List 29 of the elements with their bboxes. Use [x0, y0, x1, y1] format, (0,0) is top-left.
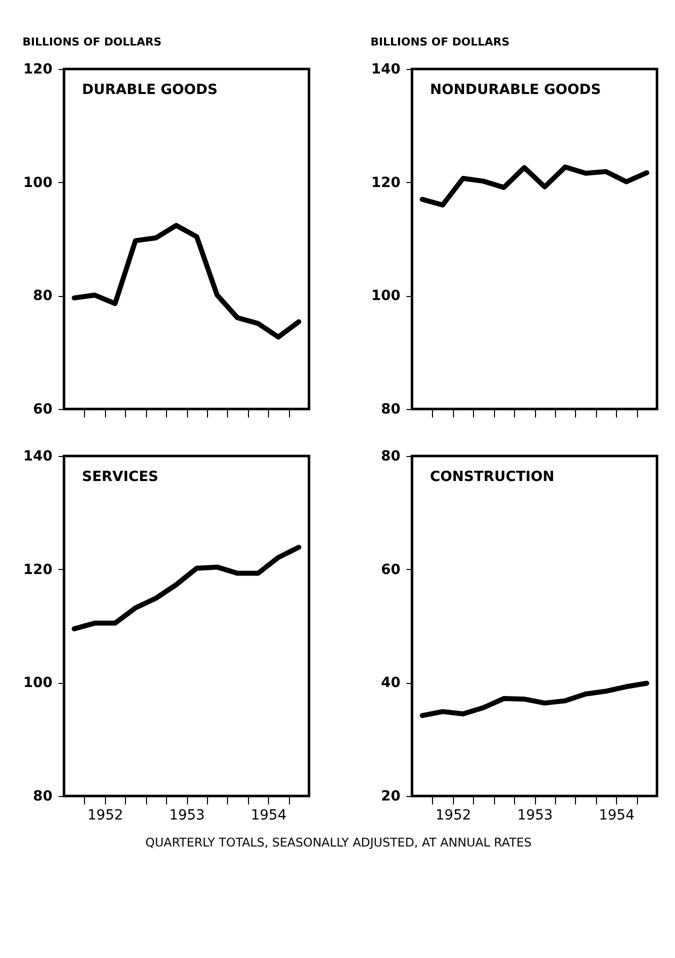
y-axis-title: BILLIONS OF DOLLARS: [22, 36, 162, 48]
x-tick-label: 1953: [169, 808, 205, 824]
y-tick-label: 140: [371, 62, 401, 78]
x-tick-label: 1954: [250, 808, 287, 824]
y-tick-label: 120: [23, 562, 53, 578]
x-tick-label: 1953: [517, 808, 553, 824]
y-tick-label: 20: [381, 788, 401, 804]
x-tick-label: 1954: [598, 808, 635, 824]
y-tick-label: 120: [23, 62, 53, 78]
y-axis-title: BILLIONS OF DOLLARS: [370, 36, 510, 48]
text: SERVICES: [82, 469, 158, 485]
y-tick-label: 80: [381, 448, 401, 464]
text: QUARTERLY TOTALS, SEASONALLY ADJUSTED, AT ANNUAL RATES: [145, 835, 532, 850]
y-tick-label: 80: [33, 788, 53, 804]
text: DURABLE GOODS: [82, 82, 218, 98]
y-tick-label: 80: [381, 402, 401, 418]
y-tick-label: 120: [371, 174, 401, 191]
text: NONDURABLE GOODS: [430, 82, 601, 98]
y-tick-label: 60: [381, 562, 401, 578]
y-tick-label: 80: [33, 288, 53, 304]
y-tick-label: 40: [381, 675, 401, 692]
x-tick-label: 1952: [436, 808, 472, 824]
y-tick-label: 100: [23, 675, 53, 692]
y-tick-label: 100: [23, 174, 53, 191]
y-tick-label: 140: [23, 448, 53, 464]
y-tick-label: 100: [371, 288, 401, 304]
text: CONSTRUCTION: [430, 469, 554, 485]
x-tick-label: 1952: [88, 808, 124, 824]
y-tick-label: 60: [33, 402, 53, 418]
